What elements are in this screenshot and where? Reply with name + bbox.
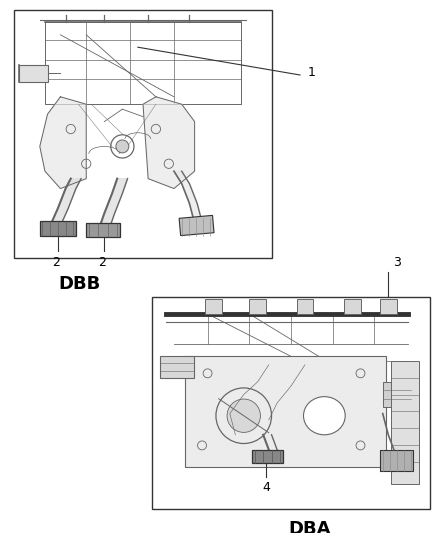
Bar xyxy=(86,223,120,237)
Text: 2: 2 xyxy=(99,255,106,269)
Text: 3: 3 xyxy=(393,256,401,269)
Polygon shape xyxy=(143,97,194,189)
Bar xyxy=(152,297,430,509)
Polygon shape xyxy=(40,97,86,189)
Bar xyxy=(14,10,272,258)
Bar xyxy=(19,64,48,82)
Bar xyxy=(205,299,222,314)
Text: 1: 1 xyxy=(308,66,316,78)
Text: DBB: DBB xyxy=(59,275,101,293)
Bar xyxy=(344,299,360,314)
Bar xyxy=(297,299,313,314)
Polygon shape xyxy=(174,171,202,223)
Bar xyxy=(383,382,410,407)
Bar xyxy=(249,299,266,314)
Bar xyxy=(185,357,385,466)
Bar xyxy=(380,450,413,471)
Text: 2: 2 xyxy=(52,255,60,269)
Text: 4: 4 xyxy=(262,481,270,495)
Bar xyxy=(40,221,76,236)
Circle shape xyxy=(227,399,261,432)
Polygon shape xyxy=(50,179,81,226)
Ellipse shape xyxy=(304,397,345,435)
Bar xyxy=(391,361,419,483)
Bar xyxy=(380,299,397,314)
Text: DBA: DBA xyxy=(289,520,331,533)
Bar xyxy=(179,215,214,236)
Bar xyxy=(252,450,283,463)
Circle shape xyxy=(116,140,129,153)
Polygon shape xyxy=(99,179,127,228)
Bar xyxy=(160,357,194,377)
